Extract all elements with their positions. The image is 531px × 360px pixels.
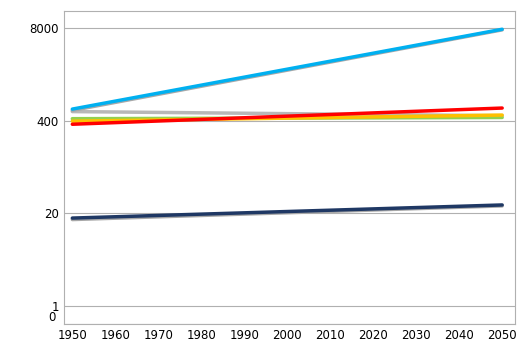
Text: 0: 0 — [48, 311, 55, 324]
